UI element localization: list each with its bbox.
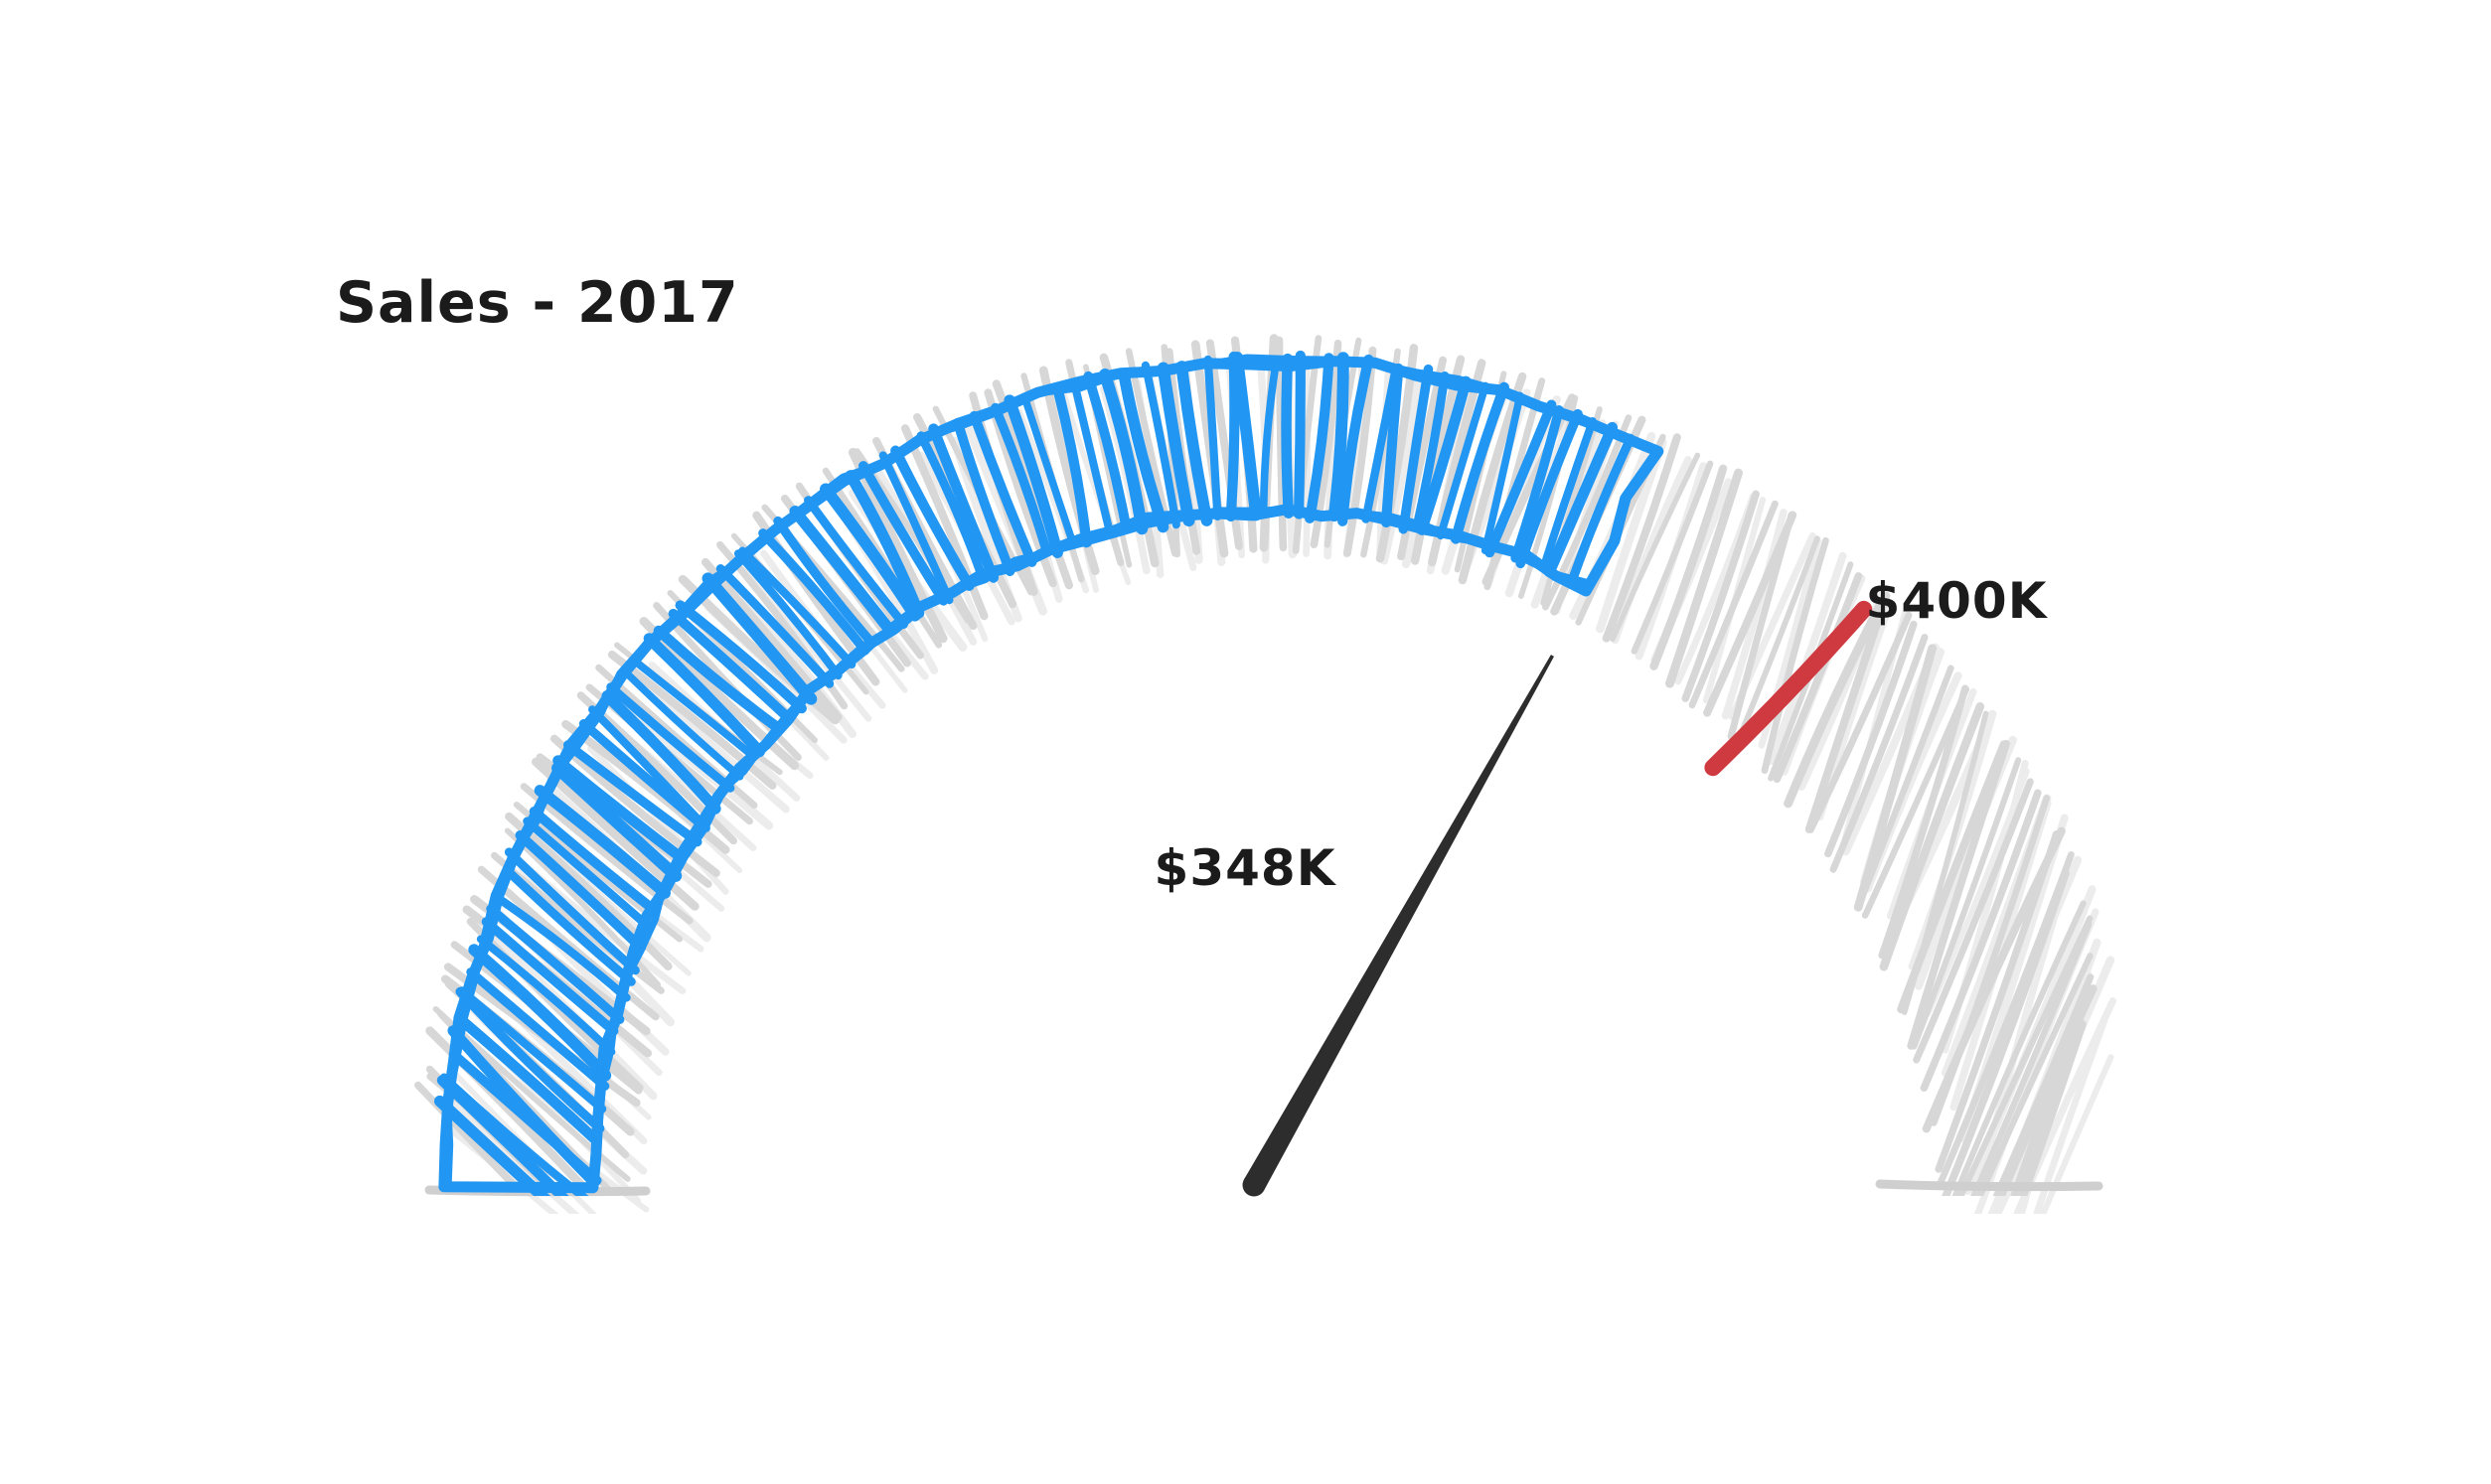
- gauge-value-arc: [433, 350, 1635, 1196]
- target-label: $400K: [1866, 572, 2049, 630]
- gauge-value-outline: [438, 354, 1664, 1194]
- gauge-needle: [1242, 655, 1554, 1197]
- target-marker: [1704, 600, 1873, 777]
- chart-title: Sales - 2017: [336, 270, 739, 336]
- value-label: $348K: [1155, 839, 1337, 897]
